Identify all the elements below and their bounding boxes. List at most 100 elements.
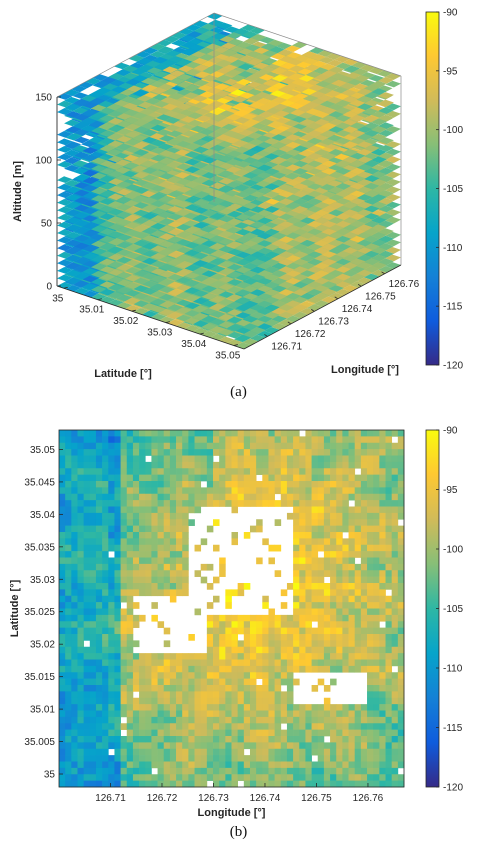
a-slice-cell — [235, 327, 252, 334]
a-slice-cell — [242, 330, 259, 338]
a-slice-cell — [142, 242, 158, 250]
a-slice-cell — [210, 326, 226, 333]
a-slice-cell — [385, 186, 401, 194]
a-slice-cell — [299, 285, 316, 292]
a-slice-cell — [142, 303, 158, 310]
a-slice-cell — [218, 313, 235, 321]
a-slice-cell — [321, 228, 337, 236]
a-slice-cell — [74, 265, 90, 272]
a-slice-cell — [193, 290, 209, 297]
a-slice-cell — [201, 300, 218, 308]
a-slice-cell — [385, 209, 401, 216]
a-slice-cell — [385, 262, 401, 269]
a-slice-cell — [116, 287, 133, 294]
a-slice-cell — [292, 281, 309, 289]
a-slice-cell — [356, 254, 373, 262]
a-slice-cell — [125, 290, 141, 297]
a-slice-cell — [74, 204, 90, 212]
a-slice-cell — [159, 256, 175, 263]
a-slice-cell — [82, 215, 99, 222]
a-slice-cell — [210, 265, 226, 273]
a-slice-cell — [227, 316, 243, 324]
a-slice-cell — [378, 250, 394, 258]
a-slice-cell — [201, 323, 218, 330]
a-slice-cell — [278, 281, 294, 289]
a-slice-cell — [184, 294, 201, 302]
a-slice-cell — [167, 304, 184, 311]
a-slice-cell — [249, 319, 266, 327]
a-slice-cell — [150, 283, 167, 291]
a-slice-cell — [167, 281, 184, 289]
a-slice-cell — [306, 236, 323, 243]
a-slice-cell — [184, 272, 201, 279]
a-slice-cell — [184, 264, 201, 272]
a-slice-cell — [193, 275, 209, 282]
a-slice-cell — [385, 231, 401, 239]
a-slice-cell — [218, 321, 235, 329]
a-slice-cell — [364, 243, 380, 250]
a-slice-cell — [210, 258, 226, 265]
a-slice-cell — [314, 277, 330, 285]
a-slice-cell — [271, 315, 287, 323]
a-slice-cell — [378, 205, 394, 213]
a-slice-cell — [321, 251, 337, 258]
a-slice-cell — [256, 293, 273, 300]
a-slice-cell — [278, 266, 294, 274]
a-slice-cell — [371, 201, 387, 209]
a-slice-cell — [292, 266, 309, 274]
a-slice-cell — [142, 227, 158, 235]
a-slice-cell — [91, 225, 107, 233]
a-slice-cell — [314, 239, 330, 247]
a-slice-cell — [321, 220, 337, 228]
a-slice-cell — [133, 247, 150, 255]
a-slice-cell — [378, 190, 394, 197]
a-slice-cell — [328, 224, 344, 232]
a-slice-cell — [201, 262, 218, 270]
a-slice-cell — [159, 240, 175, 248]
a-slice-cell — [278, 258, 294, 266]
a-slice-cell — [235, 289, 252, 297]
a-slice-cell — [356, 269, 373, 277]
a-slice-cell — [184, 257, 201, 264]
a-slice-cell — [125, 267, 141, 274]
a-slice-cell — [116, 219, 133, 226]
a-slice-cell — [335, 235, 351, 243]
a-slice-cell — [235, 319, 252, 327]
a-slice-cell — [108, 238, 124, 246]
a-slice-cell — [364, 258, 380, 266]
a-slice-cell — [249, 312, 266, 319]
a-slice-cell — [385, 216, 401, 224]
a-slice-cell — [242, 338, 259, 346]
a-slice-cell — [91, 255, 107, 263]
a-slice-cell — [133, 270, 150, 277]
a-slice-cell — [314, 255, 330, 262]
a-slice-cell — [99, 258, 116, 266]
a-slice-cell — [210, 288, 226, 295]
a-slice-cell — [249, 259, 266, 266]
a-slice-cell — [328, 247, 344, 254]
a-slice-cell — [335, 213, 351, 220]
a-slice-cell — [306, 281, 323, 289]
a-slice-cell — [299, 239, 316, 247]
a-slice-cell — [176, 276, 192, 284]
a-slice-cell — [210, 303, 226, 311]
a-slice-cell — [328, 270, 344, 277]
a-slice-cell — [65, 269, 82, 277]
a-slice-cell — [335, 228, 351, 236]
a-slice-cell — [264, 296, 280, 304]
a-slice-cell — [227, 331, 243, 339]
a-slice-cell — [74, 212, 90, 219]
a-slice-cell — [256, 277, 273, 285]
a-slice-cell — [349, 281, 366, 288]
a-slice-cell — [321, 258, 337, 266]
a-slice-cell — [271, 308, 287, 315]
a-slice-cell — [133, 239, 150, 247]
a-slice-cell — [271, 262, 287, 270]
a-slice-cell — [167, 236, 184, 243]
a-slice-cell — [210, 280, 226, 288]
a-slice-cell — [57, 214, 73, 221]
a-slice-cell — [108, 216, 124, 223]
a-slice-cell — [314, 224, 330, 232]
a-slice-cell — [133, 277, 150, 285]
a-slice-cell — [335, 273, 351, 281]
